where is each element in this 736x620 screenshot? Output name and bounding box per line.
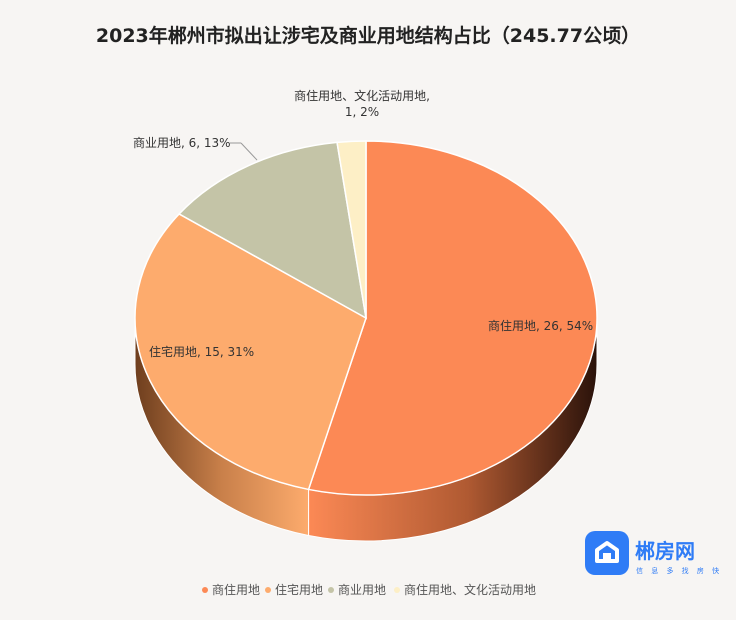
watermark-logo: 郴房网 信 息 多 找 房 快 [585,531,722,575]
slice-shangye[interactable] [177,141,367,320]
data-label-shangzhu: 商住用地, 26, 54% [488,318,593,333]
legend-item-wenhua[interactable]: 商住用地、文化活动用地 [394,582,536,597]
legend-item-shangzhu[interactable]: 商住用地 [202,582,260,597]
legend-item-shangye[interactable]: 商业用地 [328,582,386,597]
data-label-wenhua-line2: 1, 2% [345,105,379,119]
leader-line-shangye [230,142,258,161]
slice-shangzhu[interactable] [307,140,598,496]
legend-marker [394,587,400,593]
legend-label: 商业用地 [338,582,386,597]
legend-marker [328,587,334,593]
pie-slices [134,140,598,496]
legend-marker [265,587,271,593]
watermark-subtitle: 信 息 多 找 房 快 [636,566,722,575]
data-label-zhuzhai: 住宅用地, 15, 31% [149,344,254,359]
legend-label: 住宅用地 [275,582,323,597]
legend-label: 商住用地、文化活动用地 [404,582,536,597]
legend-label: 商住用地 [212,582,260,597]
slice-wenhua[interactable] [336,140,367,319]
legend-item-zhuzhai[interactable]: 住宅用地 [265,582,323,597]
slice-zhuzhai[interactable] [134,213,367,491]
watermark-title: 郴房网 [635,539,695,563]
house-outline-icon [595,541,619,563]
chart-title: 2023年郴州市拟出让涉宅及商业用地结构占比（245.77公顷） [96,24,640,47]
legend-marker [202,587,208,593]
house-door-icon [603,553,611,561]
legend: 商住用地 住宅用地 商业用地 商住用地、文化活动用地 [202,582,536,597]
data-label-shangye: 商业用地, 6, 13% [133,135,231,150]
data-label-wenhua-line1: 商住用地、文化活动用地, [294,88,430,103]
